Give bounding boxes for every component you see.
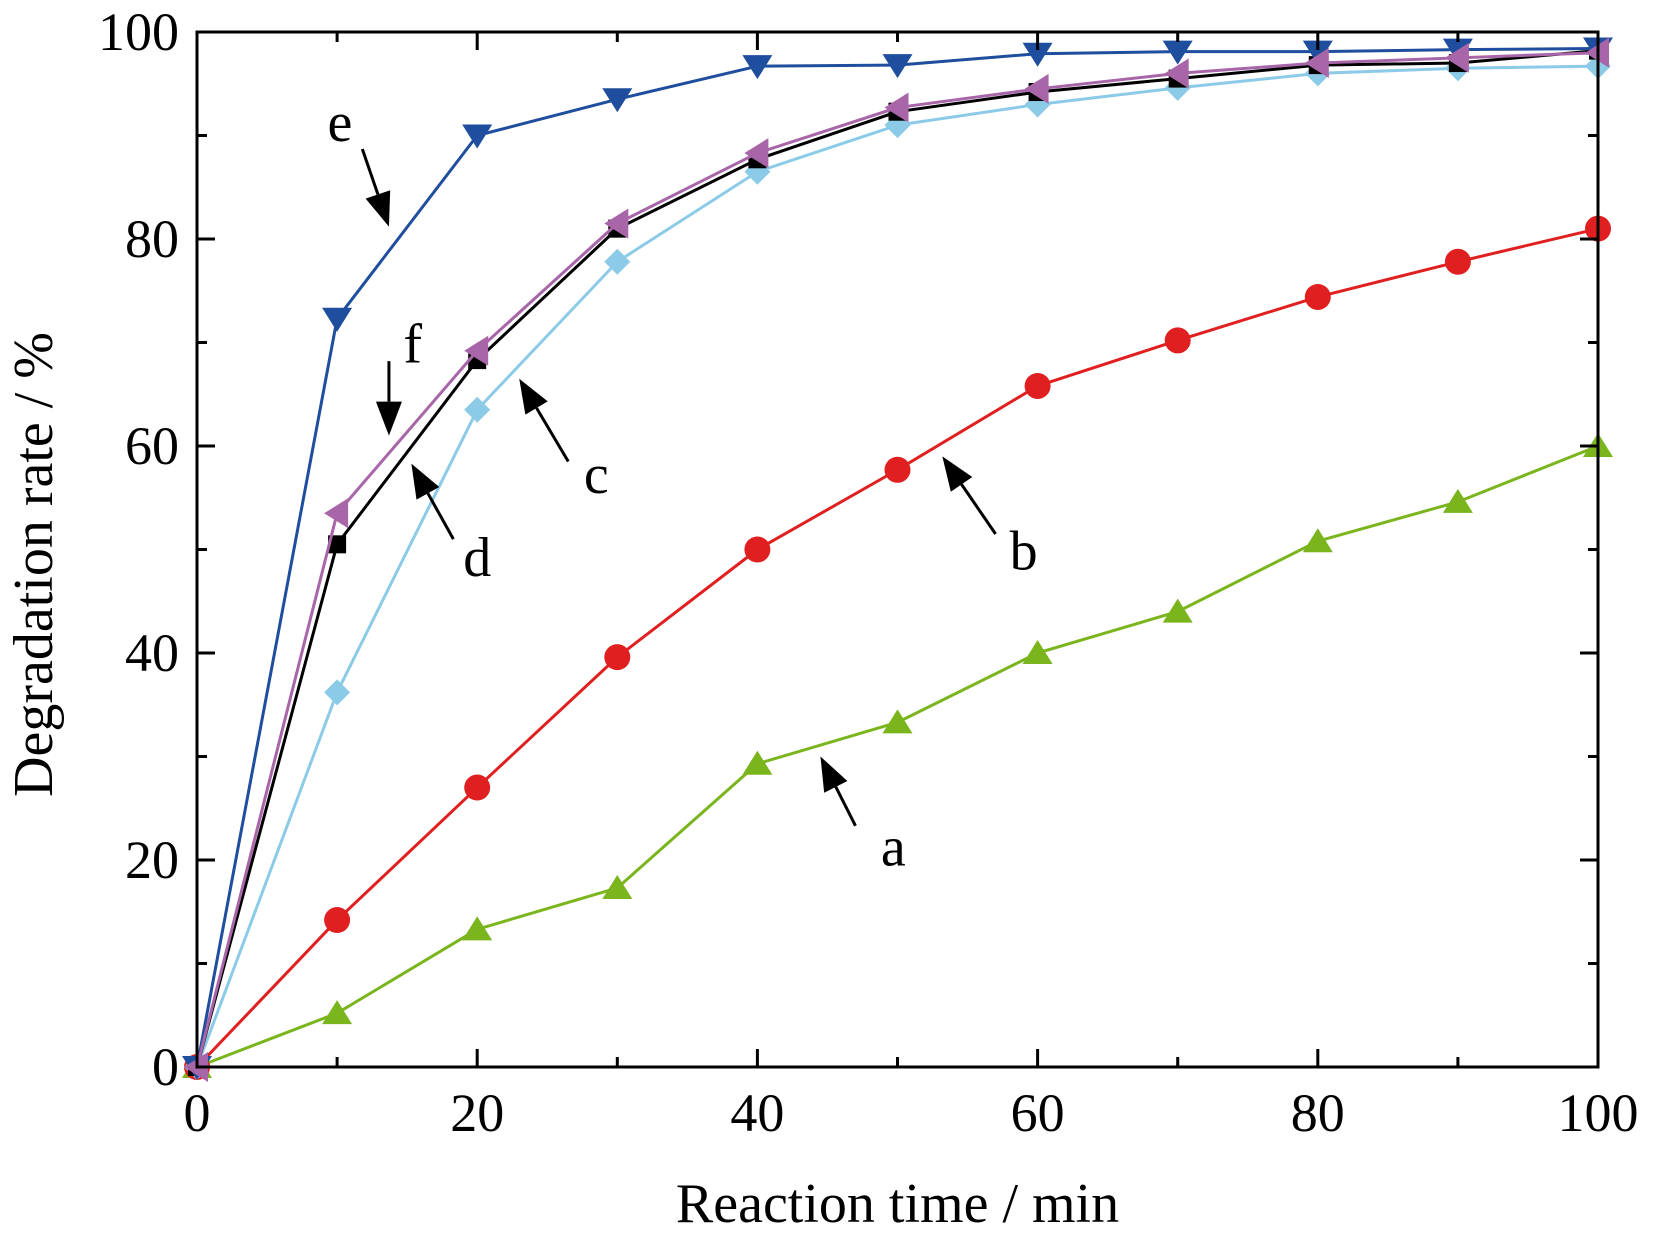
x-axis: 0 20 40 60 80 100 xyxy=(184,32,1639,1143)
series-label-a: a xyxy=(881,817,906,879)
x-tick-label: 80 xyxy=(1291,1083,1345,1143)
data-point-a xyxy=(602,874,633,899)
series-c xyxy=(184,53,1611,1080)
y-tick-label: 60 xyxy=(125,416,179,476)
annotation-c: c xyxy=(519,378,609,506)
x-tick-label: 60 xyxy=(1011,1083,1065,1143)
data-point-b xyxy=(744,536,771,563)
annotation-arrow-head xyxy=(411,463,440,500)
annotation-arrow-head xyxy=(820,756,848,793)
series-label-e: e xyxy=(327,92,352,154)
annotation-b: b xyxy=(942,456,1038,583)
data-point-f xyxy=(744,138,769,169)
data-point-e xyxy=(1162,40,1193,65)
series-label-d: d xyxy=(463,527,491,589)
y-tick-label: 0 xyxy=(152,1037,179,1097)
annotation-e: e xyxy=(327,92,391,227)
series-d xyxy=(188,41,1607,1076)
data-point-e xyxy=(1302,40,1333,65)
data-point-f xyxy=(464,335,489,366)
annotation-arrow-shaft xyxy=(426,492,455,540)
data-point-b xyxy=(604,644,631,671)
data-point-a xyxy=(1162,598,1193,623)
data-point-a xyxy=(1022,640,1053,664)
data-point-e xyxy=(882,54,913,79)
data-point-c xyxy=(464,396,491,423)
data-point-f xyxy=(1164,58,1189,89)
data-point-b xyxy=(324,907,351,934)
annotation-arrow-shaft xyxy=(834,786,857,827)
series-label-c: c xyxy=(584,444,609,506)
x-tick-label: 100 xyxy=(1558,1083,1639,1143)
series-label-f: f xyxy=(403,314,422,376)
x-tick-label: 0 xyxy=(184,1083,211,1143)
data-point-b xyxy=(1164,327,1191,354)
annotation-arrow-shaft xyxy=(960,483,997,535)
series-line-c xyxy=(195,64,1599,1068)
annotation-arrow-shaft xyxy=(535,407,570,463)
y-tick-label: 80 xyxy=(125,209,179,269)
annotation-d: d xyxy=(411,463,491,589)
data-point-e xyxy=(742,55,773,80)
data-point-b xyxy=(1024,372,1051,399)
series-line-d xyxy=(195,49,1599,1068)
data-point-a xyxy=(322,1000,353,1025)
x-tick-label: 40 xyxy=(730,1083,784,1143)
data-point-b xyxy=(1304,283,1331,310)
data-point-c xyxy=(604,248,631,275)
data-point-a xyxy=(742,750,773,775)
y-axis-title: Degradation rate / % xyxy=(3,332,65,797)
data-point-a xyxy=(1302,528,1333,553)
y-tick-label: 100 xyxy=(98,2,179,62)
annotation-layer: a b c d e f xyxy=(327,92,1037,879)
series-line-f xyxy=(195,51,1599,1068)
series-label-b: b xyxy=(1010,521,1038,583)
data-point-f xyxy=(884,92,909,123)
annotation-arrow-head xyxy=(942,456,973,492)
data-point-f xyxy=(1444,42,1469,73)
series-b xyxy=(184,215,1611,1080)
data-point-e xyxy=(322,307,353,332)
annotation-arrow-head xyxy=(365,190,391,227)
annotation-arrow-shaft xyxy=(360,148,380,195)
data-point-b xyxy=(1444,248,1471,275)
x-axis-title: Reaction time / min xyxy=(676,1173,1119,1235)
annotation-arrow-head xyxy=(519,378,548,415)
data-point-f xyxy=(1024,73,1049,104)
data-point-a xyxy=(1442,488,1473,513)
annotation-f: f xyxy=(375,314,422,436)
data-point-a xyxy=(462,916,493,941)
x-tick-label: 20 xyxy=(450,1083,504,1143)
y-tick-label: 40 xyxy=(125,623,179,683)
data-point-a xyxy=(882,709,913,734)
annotation-a: a xyxy=(820,756,906,879)
data-point-e xyxy=(602,88,633,113)
data-point-f xyxy=(324,498,349,529)
series-a xyxy=(182,433,1613,1078)
y-tick-label: 20 xyxy=(125,830,179,890)
series-layer xyxy=(182,37,1613,1082)
y-axis: 0 20 40 60 80 100 xyxy=(98,2,1598,1097)
data-point-e xyxy=(462,124,493,149)
data-point-f xyxy=(1304,48,1329,79)
series-e xyxy=(182,37,1613,1080)
annotation-arrow-head xyxy=(375,401,402,436)
series-line-a xyxy=(196,444,1599,1069)
series-line-e xyxy=(195,47,1599,1068)
data-point-b xyxy=(884,456,911,483)
series-f xyxy=(184,37,1609,1082)
data-point-e xyxy=(1022,42,1053,67)
data-point-b xyxy=(464,774,491,801)
data-point-d xyxy=(328,535,347,554)
data-point-f xyxy=(604,208,629,239)
data-point-c xyxy=(324,679,351,706)
